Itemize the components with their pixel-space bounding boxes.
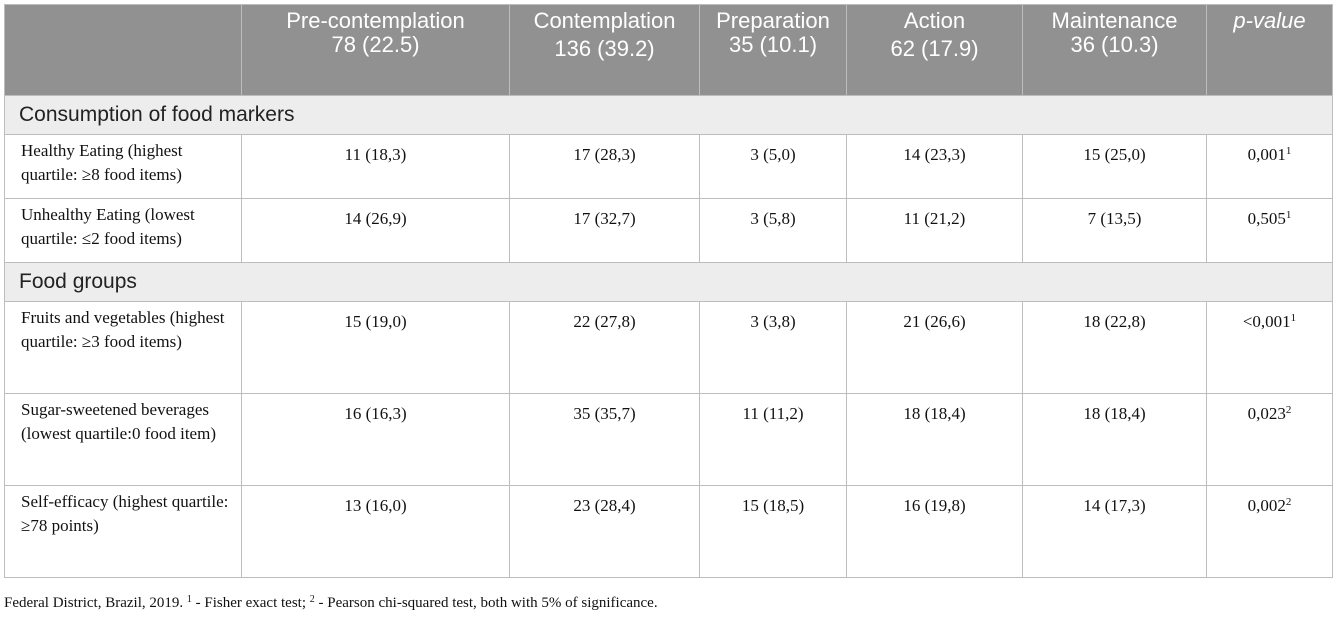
results-table: Pre-contemplation 78 (22.5) Contemplatio… xyxy=(4,4,1333,578)
header-precontemplation-label: Pre-contemplation xyxy=(286,8,465,33)
row-label: Fruits and vegetables (highest quartile:… xyxy=(4,301,242,394)
row-label: Healthy Eating (highest quartile: ≥8 foo… xyxy=(4,134,242,199)
footnote-pearson: - Pearson chi-squared test, both with 5%… xyxy=(314,595,658,611)
cell-preparation: 3 (3,8) xyxy=(699,301,847,394)
cell-contemplation: 22 (27,8) xyxy=(509,301,700,394)
header-blank xyxy=(4,4,242,96)
header-contemplation-label: Contemplation xyxy=(533,8,676,33)
cell-pvalue: <0,0011 xyxy=(1206,301,1333,394)
section-title: Consumption of food markers xyxy=(4,95,1333,135)
cell-action: 16 (19,8) xyxy=(846,485,1023,578)
header-maintenance-label: Maintenance xyxy=(1051,8,1178,33)
footnote-prefix: Federal District, Brazil, 2019. xyxy=(4,595,187,611)
cell-pvalue: 0,0022 xyxy=(1206,485,1333,578)
cell-maintenance: 15 (25,0) xyxy=(1022,134,1207,199)
cell-action: 21 (26,6) xyxy=(846,301,1023,394)
pvalue-text: 0,002 xyxy=(1247,496,1286,515)
row-label: Unhealthy Eating (lowest quartile: ≤2 fo… xyxy=(4,198,242,263)
cell-precontemplation: 14 (26,9) xyxy=(241,198,510,263)
cell-maintenance: 7 (13,5) xyxy=(1022,198,1207,263)
table-footnote: Federal District, Brazil, 2019. 1 - Fish… xyxy=(4,595,1332,612)
cell-preparation: 3 (5,0) xyxy=(699,134,847,199)
pvalue-footnote-marker: 2 xyxy=(1285,404,1292,416)
cell-action: 18 (18,4) xyxy=(846,393,1023,486)
header-maintenance: Maintenance 36 (10.3) xyxy=(1022,4,1207,96)
cell-precontemplation: 13 (16,0) xyxy=(241,485,510,578)
footnote-marker-2: 2 xyxy=(309,594,315,605)
table-row: Sugar-sweetened beverages (lowest quarti… xyxy=(4,393,1333,486)
cell-maintenance: 18 (22,8) xyxy=(1022,301,1207,394)
section-row: Consumption of food markers xyxy=(4,95,1333,135)
header-precontemplation: Pre-contemplation 78 (22.5) xyxy=(241,4,510,96)
cell-pvalue: 0,5051 xyxy=(1206,198,1333,263)
table-row: Self-efficacy (highest quartile: ≥78 poi… xyxy=(4,485,1333,578)
cell-contemplation: 23 (28,4) xyxy=(509,485,700,578)
cell-preparation: 15 (18,5) xyxy=(699,485,847,578)
pvalue-text: 0,001 xyxy=(1247,145,1286,164)
row-label: Self-efficacy (highest quartile: ≥78 poi… xyxy=(4,485,242,578)
row-label: Sugar-sweetened beverages (lowest quarti… xyxy=(4,393,242,486)
table-row: Unhealthy Eating (lowest quartile: ≤2 fo… xyxy=(4,198,1333,263)
cell-pvalue: 0,0011 xyxy=(1206,134,1333,199)
section-row: Food groups xyxy=(4,262,1333,302)
cell-maintenance: 18 (18,4) xyxy=(1022,393,1207,486)
cell-contemplation: 17 (32,7) xyxy=(509,198,700,263)
header-action-label: Action xyxy=(903,8,966,33)
header-row: Pre-contemplation 78 (22.5) Contemplatio… xyxy=(4,4,1333,96)
header-action: Action 62 (17.9) xyxy=(846,4,1023,96)
header-preparation-count: 35 (10.1) xyxy=(728,32,818,57)
pvalue-text: <0,001 xyxy=(1242,312,1291,331)
cell-preparation: 3 (5,8) xyxy=(699,198,847,263)
cell-preparation: 11 (11,2) xyxy=(699,393,847,486)
cell-precontemplation: 15 (19,0) xyxy=(241,301,510,394)
pvalue-footnote-marker: 1 xyxy=(1285,209,1292,221)
footnote-marker-1: 1 xyxy=(186,594,192,605)
header-preparation-label: Preparation xyxy=(716,8,830,33)
pvalue-text: 0,023 xyxy=(1247,404,1286,423)
header-action-count: 62 (17.9) xyxy=(890,36,979,61)
cell-maintenance: 14 (17,3) xyxy=(1022,485,1207,578)
pvalue-text: 0,505 xyxy=(1247,209,1286,228)
cell-contemplation: 17 (28,3) xyxy=(509,134,700,199)
section-title: Food groups xyxy=(4,262,1333,302)
header-precontemplation-count: 78 (22.5) xyxy=(331,32,420,57)
cell-action: 11 (21,2) xyxy=(846,198,1023,263)
pvalue-footnote-marker: 1 xyxy=(1290,312,1297,324)
pvalue-footnote-marker: 2 xyxy=(1285,496,1292,508)
footnote-fisher: - Fisher exact test; xyxy=(191,595,310,611)
cell-precontemplation: 16 (16,3) xyxy=(241,393,510,486)
cell-pvalue: 0,0232 xyxy=(1206,393,1333,486)
cell-contemplation: 35 (35,7) xyxy=(509,393,700,486)
header-contemplation-count: 136 (39.2) xyxy=(554,36,655,61)
table-row: Fruits and vegetables (highest quartile:… xyxy=(4,301,1333,394)
table-row: Healthy Eating (highest quartile: ≥8 foo… xyxy=(4,134,1333,199)
header-contemplation: Contemplation 136 (39.2) xyxy=(509,4,700,96)
cell-precontemplation: 11 (18,3) xyxy=(241,134,510,199)
header-maintenance-count: 36 (10.3) xyxy=(1070,32,1159,57)
pvalue-footnote-marker: 1 xyxy=(1285,145,1292,157)
header-pvalue: p-value xyxy=(1206,4,1333,96)
header-preparation: Preparation 35 (10.1) xyxy=(699,4,847,96)
cell-action: 14 (23,3) xyxy=(846,134,1023,199)
